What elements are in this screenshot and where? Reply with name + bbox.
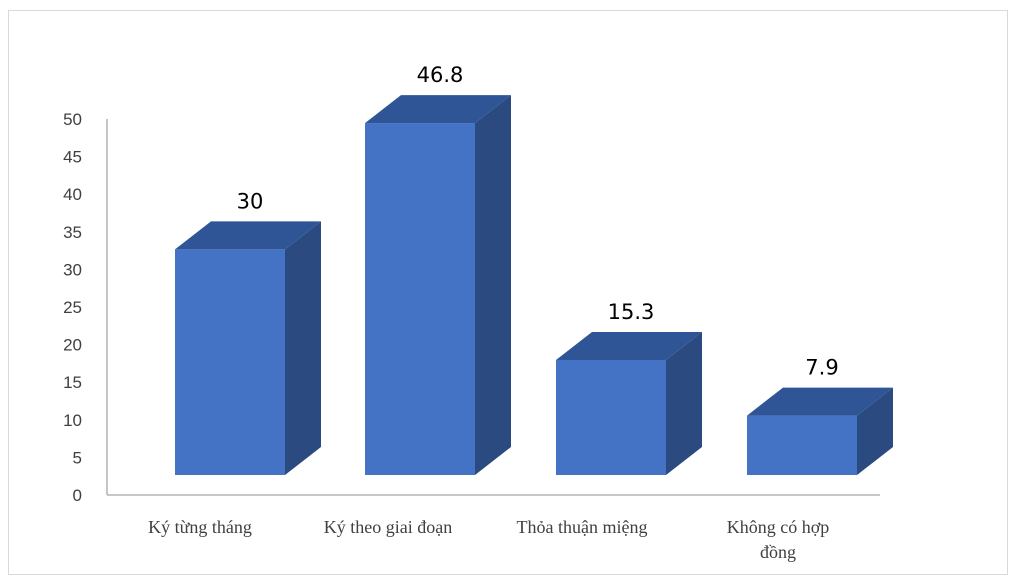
bar-front xyxy=(556,359,666,475)
bar-front xyxy=(175,249,285,475)
y-tick-label: 10 xyxy=(63,411,82,430)
y-axis: 0 5 10 15 20 25 30 35 40 45 50 xyxy=(63,110,108,505)
bar-top xyxy=(556,331,702,360)
bar-side xyxy=(857,387,893,475)
y-tick-label: 0 xyxy=(73,486,82,505)
bar-top xyxy=(365,95,511,124)
y-tick-label: 25 xyxy=(63,298,82,317)
category-labels: Ký từng tháng Ký theo giai đoạn Thỏa thuận… xyxy=(148,517,829,562)
y-tick-label: 45 xyxy=(63,148,82,167)
bar-front xyxy=(747,415,857,475)
data-label: 46.8 xyxy=(417,63,464,87)
data-labels: 30 46.8 15.3 7.9 xyxy=(237,63,839,380)
bar xyxy=(175,221,321,475)
y-tick-label: 5 xyxy=(73,448,82,467)
data-label: 7.9 xyxy=(805,356,838,380)
category-label: Ký theo giai đoạn xyxy=(324,517,452,537)
bars xyxy=(175,95,893,476)
bar xyxy=(747,387,893,475)
bar xyxy=(365,95,511,476)
bar-top xyxy=(747,387,893,416)
y-tick-label: 20 xyxy=(63,336,82,355)
bar xyxy=(556,331,702,475)
y-tick-label: 15 xyxy=(63,373,82,392)
y-tick-label: 50 xyxy=(63,110,82,129)
category-label: Ký từng tháng xyxy=(148,517,252,537)
bar-side xyxy=(475,95,511,476)
bar-side xyxy=(666,331,702,475)
data-label: 15.3 xyxy=(608,300,655,324)
bar-side xyxy=(285,221,321,475)
y-tick-label: 40 xyxy=(63,185,82,204)
data-label: 30 xyxy=(237,189,264,213)
category-label: Không có hợp đồng xyxy=(727,517,830,562)
bar-top xyxy=(175,221,321,250)
bar-front xyxy=(365,123,475,476)
category-label: Thỏa thuận miệng xyxy=(517,517,648,537)
y-tick-label: 30 xyxy=(63,260,82,279)
y-tick-label: 35 xyxy=(63,223,82,242)
